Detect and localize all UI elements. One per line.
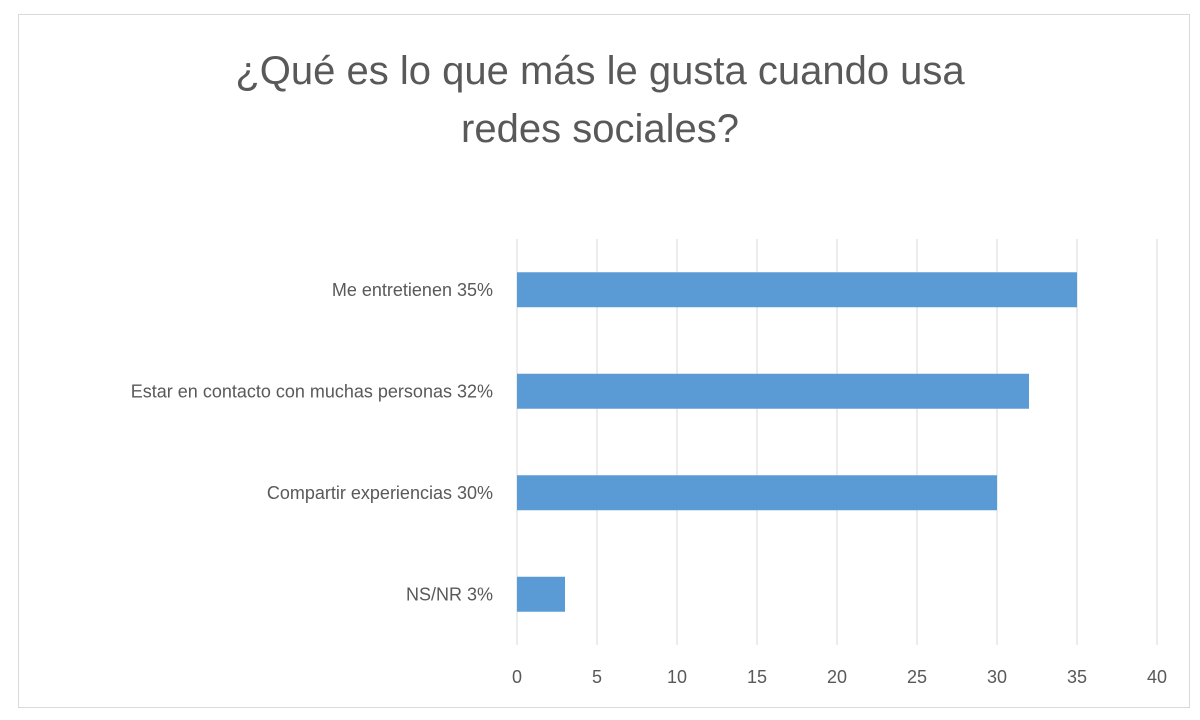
chart-title-line-1: ¿Qué es lo que más le gusta cuando usa bbox=[235, 49, 965, 93]
category-label: NS/NR 3% bbox=[406, 584, 493, 604]
x-tick-label: 40 bbox=[1147, 667, 1167, 687]
x-tick-label: 5 bbox=[592, 667, 602, 687]
category-label: Compartir experiencias 30% bbox=[267, 483, 493, 503]
chart-title: ¿Qué es lo que más le gusta cuando usa r… bbox=[0, 42, 1200, 158]
x-tick-label: 15 bbox=[747, 667, 767, 687]
x-tick-label: 35 bbox=[1067, 667, 1087, 687]
bar bbox=[517, 475, 997, 511]
x-tick-label: 30 bbox=[987, 667, 1007, 687]
bar bbox=[517, 576, 565, 612]
x-tick-label: 10 bbox=[667, 667, 687, 687]
chart-frame bbox=[18, 14, 1190, 708]
chart-title-line-2: redes sociales? bbox=[461, 107, 739, 151]
bar bbox=[517, 373, 1029, 409]
x-tick-label: 20 bbox=[827, 667, 847, 687]
category-label: Me entretienen 35% bbox=[332, 280, 493, 300]
bar bbox=[517, 272, 1077, 308]
category-label: Estar en contacto con muchas personas 32… bbox=[131, 381, 493, 401]
x-tick-label: 25 bbox=[907, 667, 927, 687]
x-tick-label: 0 bbox=[512, 667, 522, 687]
